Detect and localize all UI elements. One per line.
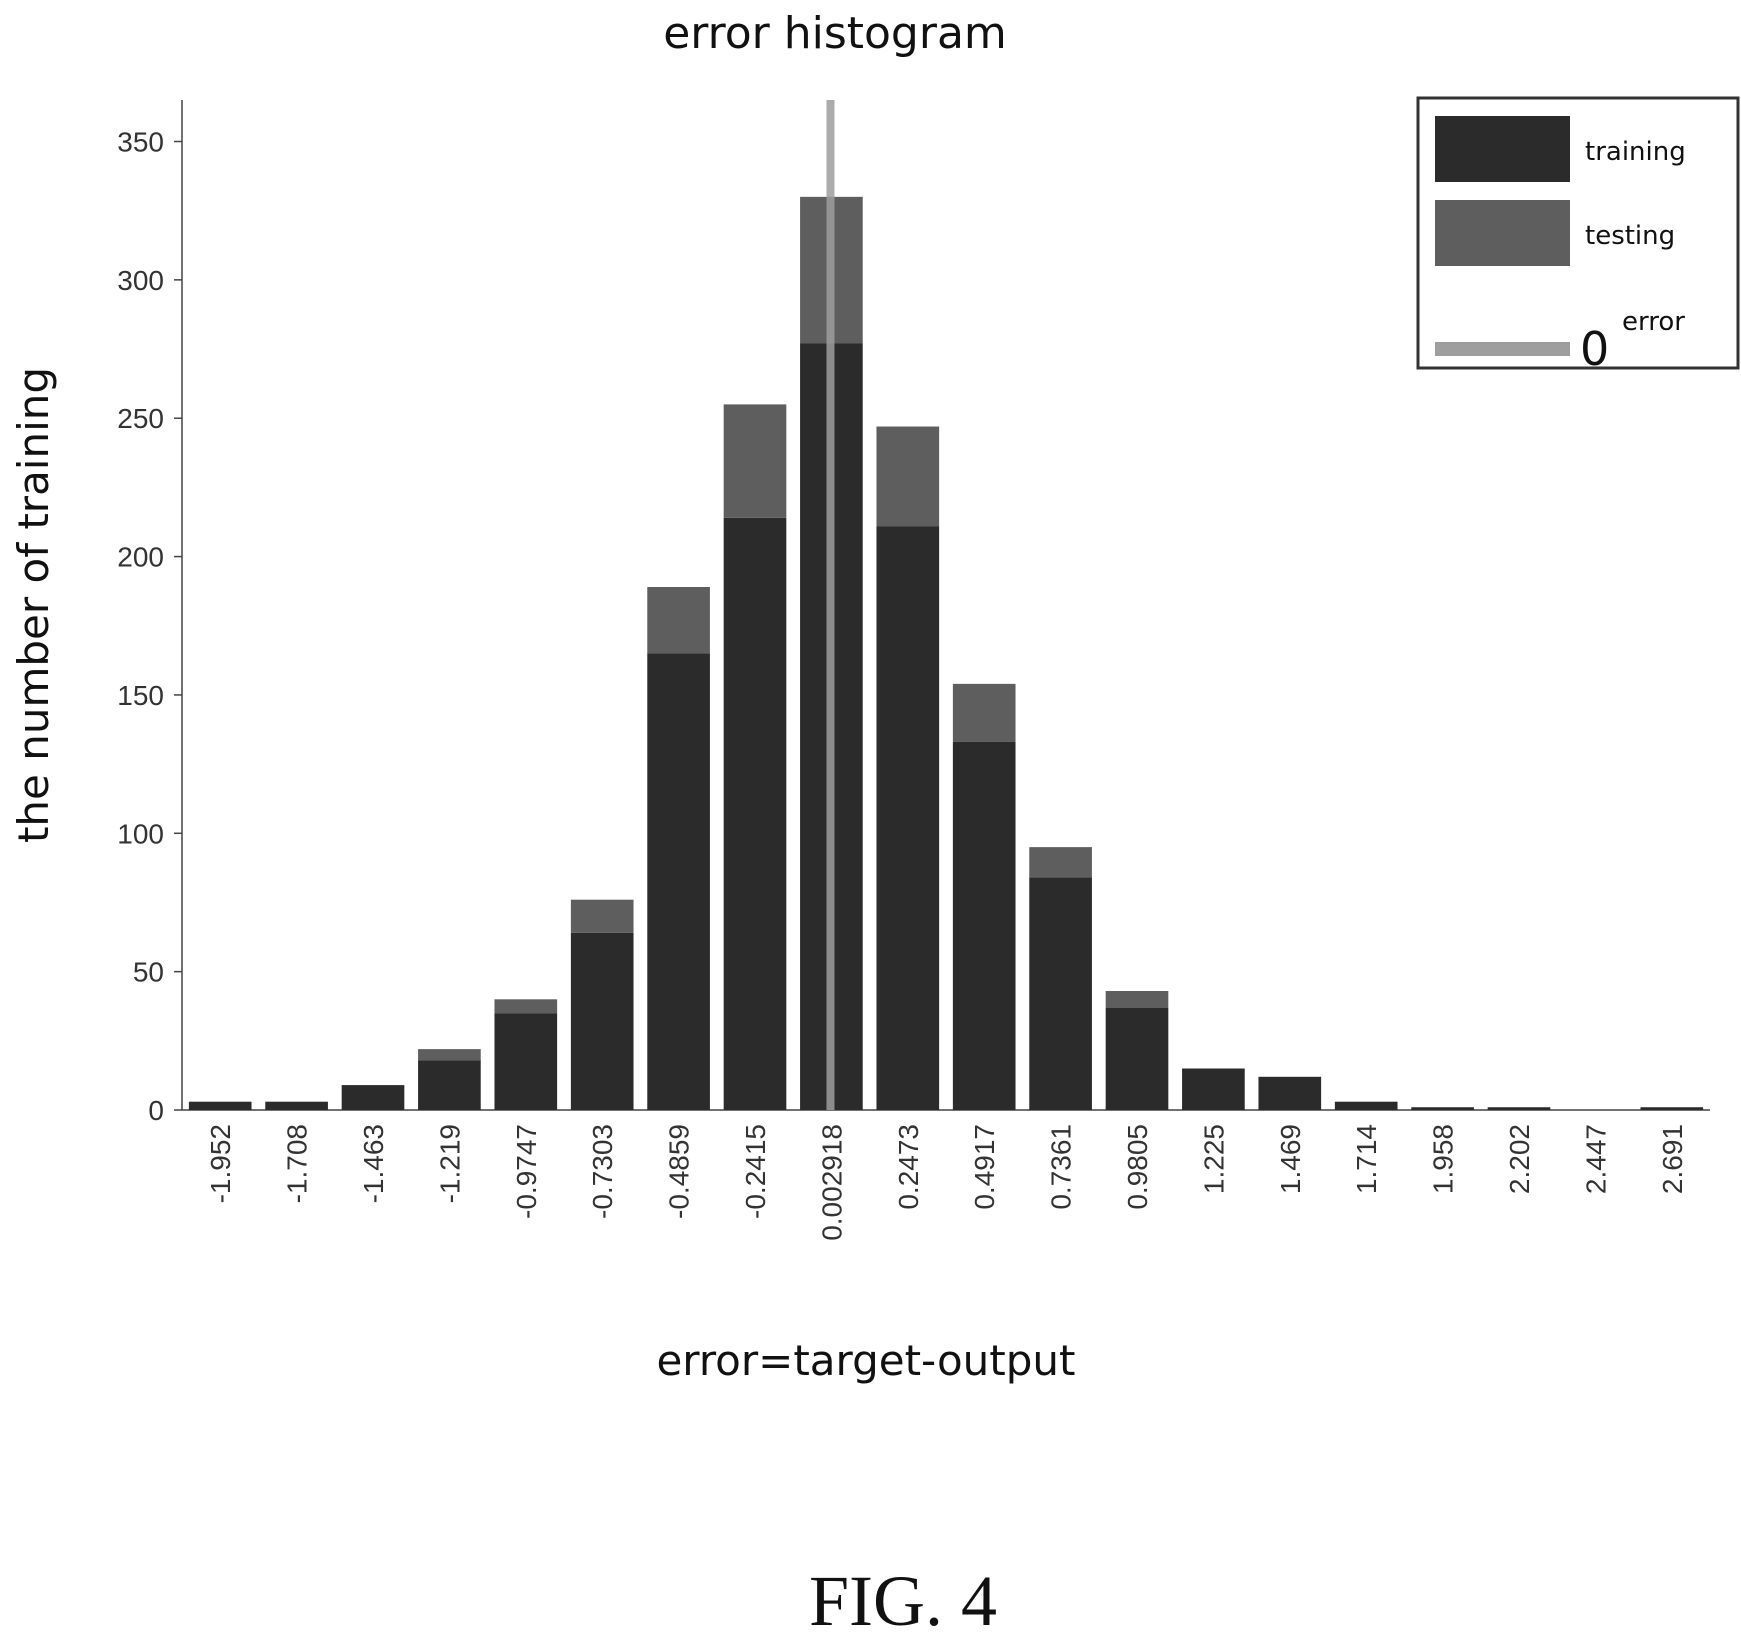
- bar-training: [952, 741, 1016, 1110]
- y-tick-label: 150: [117, 680, 164, 711]
- x-tick-label: 1.958: [1428, 1124, 1459, 1194]
- bar-training: [647, 653, 710, 1110]
- x-tick-label: 1.469: [1275, 1124, 1306, 1194]
- bar-training: [494, 1013, 558, 1110]
- y-tick-label: 350: [117, 127, 164, 158]
- legend-label-zero-text: error: [1622, 307, 1685, 337]
- legend-swatch-training: [1435, 116, 1570, 182]
- zero-error-line: [826, 100, 835, 1110]
- x-tick-label: 2.691: [1657, 1124, 1688, 1194]
- bar-training: [341, 1085, 405, 1110]
- legend: training testing 0 error: [1416, 96, 1740, 376]
- y-tick-label: 100: [117, 818, 164, 849]
- y-tick-label: 0: [148, 1095, 164, 1126]
- legend-label-zero-number: 0: [1580, 322, 1609, 376]
- x-tick-label: 1.225: [1198, 1124, 1229, 1194]
- bar-testing: [1105, 991, 1169, 1008]
- x-tick-label: -0.9747: [511, 1124, 542, 1219]
- y-tick-label: 200: [117, 542, 164, 573]
- legend-swatch-zero-error: [1435, 342, 1570, 356]
- figure-label: FIG. 4: [809, 1561, 997, 1634]
- bar-training: [1487, 1107, 1551, 1110]
- x-tick-label: -1.708: [282, 1124, 313, 1203]
- bar-training: [1640, 1107, 1704, 1110]
- bar-training: [188, 1101, 252, 1110]
- x-tick-label: -0.2415: [740, 1124, 771, 1219]
- bar-training: [265, 1101, 328, 1110]
- bar-testing: [723, 404, 787, 518]
- x-axis-label: error=target-output: [656, 1336, 1075, 1385]
- bar-training: [1334, 1101, 1398, 1110]
- bar-training: [418, 1060, 481, 1110]
- chart-title: error histogram: [663, 8, 1007, 59]
- x-tick-label: 2.447: [1580, 1124, 1611, 1194]
- bar-testing: [570, 899, 634, 933]
- bar-testing: [876, 426, 940, 527]
- bar-training: [1411, 1107, 1474, 1110]
- bar-testing: [1029, 847, 1092, 878]
- x-tick-label: -0.4859: [664, 1124, 695, 1219]
- bar-training: [1182, 1068, 1245, 1110]
- bar-testing: [952, 683, 1016, 742]
- bar-testing: [418, 1049, 481, 1061]
- x-tick-label: -0.7303: [587, 1124, 618, 1219]
- y-tick-label: 50: [133, 957, 164, 988]
- x-tick-label: -1.219: [434, 1124, 465, 1203]
- bar-training: [570, 932, 634, 1110]
- bar-training: [1029, 877, 1092, 1110]
- x-tick-label: 0.2473: [893, 1124, 924, 1210]
- bar-training: [876, 526, 940, 1110]
- x-tick-label: 0.002918: [816, 1124, 847, 1241]
- bar-testing: [647, 587, 710, 654]
- x-tick-label: -1.952: [205, 1124, 236, 1203]
- x-tick-label: 0.9805: [1122, 1124, 1153, 1210]
- y-tick-label: 250: [117, 403, 164, 434]
- plot-area: 0 50 100 150 200 250 300 350 -1.952 -1.708 -1.463…: [117, 100, 1710, 1241]
- x-tick-label: 2.202: [1504, 1124, 1535, 1194]
- x-tick-labels: -1.952 -1.708 -1.463 -1.219 -0.9747 -0.7303 -0…: [205, 1124, 1688, 1241]
- bar-testing: [494, 999, 558, 1014]
- y-ticks: 0 50 100 150 200 250 300 350: [117, 127, 182, 1126]
- bar-training: [1105, 1007, 1169, 1110]
- x-tick-label: -1.463: [358, 1124, 389, 1203]
- y-tick-label: 300: [117, 265, 164, 296]
- legend-label-training: training: [1585, 137, 1686, 167]
- legend-swatch-testing: [1435, 200, 1570, 266]
- x-tick-label: 1.714: [1351, 1124, 1382, 1194]
- y-axis-label: the number of training: [9, 367, 58, 843]
- bar-training: [1258, 1076, 1322, 1110]
- x-tick-label: 0.7361: [1046, 1124, 1077, 1210]
- x-tick-label: 0.4917: [969, 1124, 1000, 1210]
- bar-training: [723, 517, 787, 1110]
- legend-label-testing: testing: [1585, 221, 1675, 251]
